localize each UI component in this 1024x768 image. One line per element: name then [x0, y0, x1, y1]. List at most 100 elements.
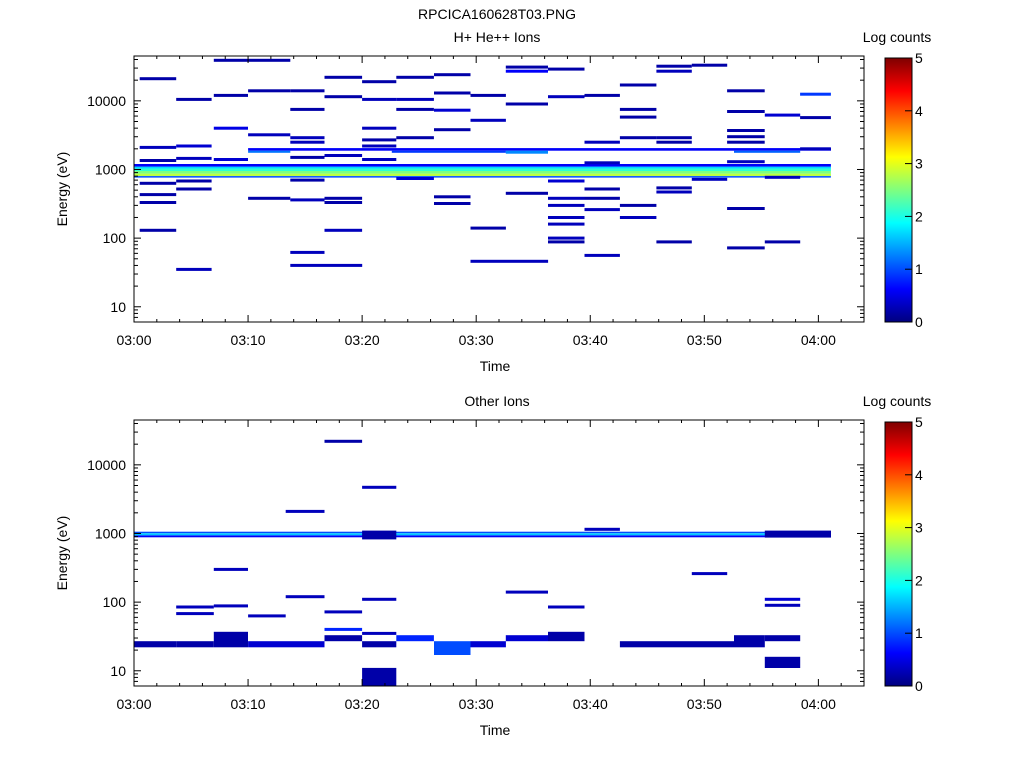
heatmap-band	[213, 631, 248, 648]
heatmap-segment	[362, 597, 397, 601]
heatmap-band	[362, 641, 397, 648]
heatmap-segment	[619, 216, 657, 219]
panel-1-plot-area: 03:00 03:10 03:20 03:30 03:40 03:50 04:00 10 100…	[87, 55, 865, 348]
heatmap-segment	[139, 181, 177, 185]
heatmap-segment	[290, 250, 325, 254]
heatmap-segment	[396, 107, 434, 111]
heatmap-segment	[656, 186, 692, 190]
heatmap-band	[362, 530, 397, 540]
heatmap-segment	[139, 193, 177, 197]
heatmap-segment	[656, 190, 692, 194]
heatmap-band	[362, 667, 397, 686]
heatmap-segment	[548, 236, 585, 240]
panel-1-x-axis-label: Time	[480, 358, 511, 374]
panel-1-axes: 03:00 03:10 03:20 03:30 03:40 03:50 04:00 10 100…	[87, 55, 865, 348]
heatmap-segment	[213, 158, 248, 161]
heatmap-band	[396, 635, 434, 642]
heatmap-segment	[548, 216, 585, 219]
heatmap-segment	[362, 144, 397, 148]
y-tick-label: 10	[110, 663, 126, 679]
panel-2-y-axis-label: Energy (eV)	[54, 516, 70, 591]
colorbar-tick-label: 3	[915, 520, 923, 536]
panel-1-colorbar-label: Log counts	[863, 29, 932, 45]
heatmap-segment	[584, 196, 620, 200]
heatmap-segment	[176, 179, 212, 183]
heatmap-segment	[362, 158, 397, 161]
panel-1-colorbar-ticks: 0 1 2 3 4 5	[905, 50, 923, 330]
y-tick-label: 100	[103, 230, 127, 246]
heatmap-band	[505, 635, 548, 642]
heatmap-segment	[324, 228, 363, 232]
heatmap-segment	[213, 126, 248, 130]
heatmap-segment	[619, 83, 657, 87]
heatmap-segment	[656, 64, 692, 68]
x-tick-label: 03:20	[345, 332, 380, 348]
panel-2-colorbar-label: Log counts	[863, 393, 932, 409]
x-tick-label: 03:40	[573, 696, 608, 712]
heatmap-segment	[213, 58, 248, 62]
panel-1-colorbar: Log counts 0 1 2 3 4 5	[863, 29, 932, 330]
heatmap-segment	[548, 95, 585, 99]
x-tick-label: 04:00	[801, 696, 836, 712]
heatmap-segment	[727, 89, 765, 93]
heatmap-band	[470, 641, 506, 648]
heatmap-segment	[548, 196, 585, 200]
x-tick-label: 03:50	[687, 696, 722, 712]
heatmap-segment	[619, 203, 657, 207]
heatmap-segment	[290, 263, 363, 267]
colorbar-tick-label: 1	[915, 625, 923, 641]
colorbar-tick-label: 0	[915, 314, 923, 330]
colorbar-tick-label: 4	[915, 103, 923, 119]
heatmap-segment	[584, 140, 620, 144]
heatmap-segment	[248, 133, 291, 137]
heatmap-band	[434, 641, 471, 655]
heatmap-segment	[434, 73, 471, 77]
heatmap-band	[134, 533, 831, 536]
y-tick-label: 1000	[95, 161, 126, 177]
heatmap-band	[176, 641, 214, 648]
x-tick-label: 03:10	[231, 696, 266, 712]
heatmap-band	[134, 171, 831, 174]
heatmap-segment	[139, 201, 177, 204]
heatmap-segment	[324, 154, 363, 157]
heatmap-segment	[656, 140, 692, 144]
x-tick-label: 03:00	[116, 332, 151, 348]
y-tick-label: 10000	[87, 457, 126, 473]
heatmap-band	[134, 641, 177, 648]
heatmap-segment	[396, 136, 434, 140]
heatmap-segment	[290, 155, 325, 159]
heatmap-band	[134, 166, 831, 169]
colorbar-tick-label: 2	[915, 572, 923, 588]
heatmap-segment	[434, 91, 471, 95]
heatmap-segment	[691, 177, 728, 181]
x-tick-label: 04:00	[801, 332, 836, 348]
heatmap-segment	[213, 604, 248, 608]
heatmap-segment	[548, 179, 585, 183]
heatmap-segment	[176, 267, 212, 271]
panel-2-colorbar: Log counts 0 1 2 3 4 5	[863, 393, 932, 694]
heatmap-segment	[727, 160, 765, 164]
colorbar-tick-label: 1	[915, 261, 923, 277]
colorbar-tick-label: 2	[915, 208, 923, 224]
heatmap-segment	[290, 178, 325, 182]
heatmap-segment	[139, 77, 177, 81]
y-tick-label: 10	[110, 299, 126, 315]
heatmap-segment	[396, 75, 434, 79]
heatmap-segment	[324, 439, 363, 443]
heatmap-segment	[139, 145, 177, 149]
heatmap-segment	[290, 136, 325, 140]
panel-1-title: H+ He++ Ions	[454, 29, 541, 45]
heatmap-segment	[434, 195, 471, 199]
panel-h-he-ions: H+ He++ Ions 03:00 03:10 03:20 03:30 03:40 03…	[54, 29, 931, 374]
heatmap-segment	[290, 198, 325, 202]
heatmap-segment	[362, 80, 397, 84]
heatmap-segment	[470, 93, 506, 97]
heatmap-segment	[362, 97, 397, 101]
figure-title: RPCICA160628T03.PNG	[418, 6, 576, 22]
colorbar-tick-label: 0	[915, 678, 923, 694]
heatmap-band	[505, 150, 548, 154]
heatmap-segment	[362, 126, 397, 130]
heatmap-segment	[324, 196, 363, 200]
heatmap-segment	[584, 253, 620, 257]
panel-2-x-axis-label: Time	[480, 722, 511, 738]
